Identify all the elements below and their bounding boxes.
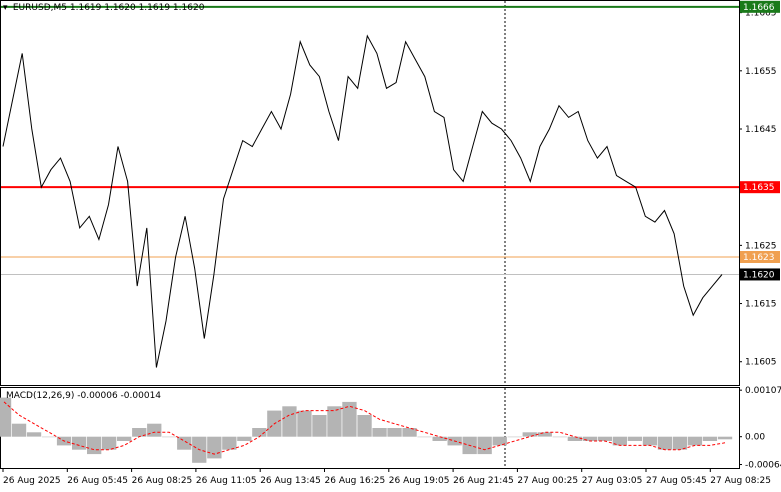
macd-histogram-bar [567, 436, 582, 441]
macd-histogram-bar [207, 436, 222, 459]
macd-histogram-bar [342, 401, 357, 437]
macd-histogram-bar [117, 436, 132, 441]
levels-layer [1, 5, 739, 275]
macd-header: MACD(12,26,9) -0.00006 -0.00014 [6, 390, 161, 402]
price-tick-label: 1.1665 [745, 9, 777, 19]
symbol-timeframe: EURUSD,M5 [12, 3, 67, 13]
macd-tick-label: -0.00064 [745, 461, 781, 471]
current-price-price-box [740, 268, 780, 281]
macd-histogram-bar [26, 432, 42, 437]
macd-histogram-bar [702, 436, 718, 441]
macd-histogram-bar [177, 436, 192, 450]
macd-histogram-bar [312, 415, 327, 437]
macd-histogram-bar [252, 428, 267, 437]
macd-histogram-bar [87, 436, 102, 455]
macd-histogram-bar [237, 436, 252, 441]
macd-histogram-bar [162, 436, 177, 438]
green-level-price-box [740, 0, 780, 13]
price-labels-layer: 1.1666 1.1635 1.1623 1.1620 [740, 0, 780, 281]
time-tick-label: 26 Aug 05:45 [67, 476, 128, 486]
macd-histogram-bar [492, 436, 507, 446]
macd-histogram-bar [297, 410, 312, 437]
macd-histogram-bar [597, 436, 612, 441]
macd-histogram-bar [387, 428, 402, 437]
macd-signal-line [3, 401, 726, 455]
triangle-down-icon[interactable]: ▾ [3, 3, 8, 13]
macd-histogram-bar [507, 436, 522, 438]
macd-histogram-bar [687, 436, 703, 446]
time-tick-label: 26 Aug 2025 [3, 476, 61, 486]
time-tick-label: 26 Aug 13:45 [260, 476, 321, 486]
time-tick-label: 26 Aug 16:25 [325, 476, 386, 486]
price-tick-label: 1.1605 [745, 358, 777, 368]
macd-histogram-bar [537, 432, 552, 437]
macd-histogram-bar [0, 397, 12, 437]
macd-histogram-bar [522, 432, 537, 437]
macd-histogram-bar [357, 415, 372, 437]
macd-histogram-bar [72, 436, 87, 450]
macd-histogram-bar [582, 436, 597, 441]
macd-histogram-bar [612, 436, 627, 446]
macd-histogram-bar [627, 436, 642, 441]
price-tick-label: 1.1645 [745, 125, 777, 135]
macd-histogram-bar [552, 436, 567, 438]
price-line [2, 34, 723, 368]
orange-level-price-label: 1.1623 [743, 253, 775, 263]
time-tick-label: 27 Aug 00:25 [517, 476, 578, 486]
macd-histogram-bar [282, 406, 297, 437]
price-tick-label: 1.1625 [745, 241, 777, 251]
macd-histogram-bar [672, 436, 688, 450]
price-tick-label: 1.1615 [745, 300, 777, 310]
time-tick-label: 26 Aug 21:45 [453, 476, 514, 486]
macd-histogram-bar [432, 436, 447, 441]
macd-tick-label: 0.00 [745, 433, 765, 443]
time-tick-label: 26 Aug 11:05 [196, 476, 257, 486]
current-price-price-label: 1.1620 [743, 270, 775, 280]
macd-tick-label: 0.00107 [745, 386, 781, 396]
macd-histogram-bar [327, 406, 342, 437]
macd-histogram-bar [477, 436, 492, 455]
macd-histogram-bar [11, 423, 27, 437]
price-series-layer [2, 34, 723, 368]
macd-layer [0, 397, 733, 463]
price-panel-frame [0, 0, 740, 386]
time-tick-label: 27 Aug 08:25 [710, 476, 771, 486]
macd-histogram-bar [147, 423, 162, 437]
ohlc-quote: 1.1619 1.1620 1.1619 1.1620 [69, 3, 205, 13]
time-tick-label: 27 Aug 05:45 [646, 476, 707, 486]
red-level-price-label: 1.1635 [743, 183, 775, 193]
macd-histogram-bar [417, 436, 432, 438]
macd-values: -0.00006 -0.00014 [77, 391, 162, 401]
macd-histogram-bar [222, 436, 237, 450]
macd-histogram-bar [132, 428, 147, 437]
time-tick-label: 26 Aug 08:25 [132, 476, 193, 486]
macd-title: MACD(12,26,9) [6, 391, 75, 401]
time-tick-label: 26 Aug 19:05 [389, 476, 450, 486]
macd-histogram-bar [657, 436, 673, 450]
orange-level-price-box [740, 251, 780, 263]
price-tick-label: 1.1655 [745, 67, 777, 77]
macd-histogram-bar [41, 436, 57, 438]
red-level-price-box [740, 181, 780, 194]
time-tick-label: 27 Aug 03:05 [582, 476, 643, 486]
macd-histogram-bar [717, 436, 733, 440]
macd-histogram-bar [402, 428, 417, 437]
symbol-header[interactable]: ▾ EURUSD,M5 1.1619 1.1620 1.1619 1.1620 [3, 2, 204, 15]
macd-histogram-bar [642, 436, 658, 446]
macd-histogram-bar [372, 428, 387, 437]
green-level-price-label: 1.1666 [743, 3, 775, 13]
macd-histogram-bar [102, 436, 117, 450]
